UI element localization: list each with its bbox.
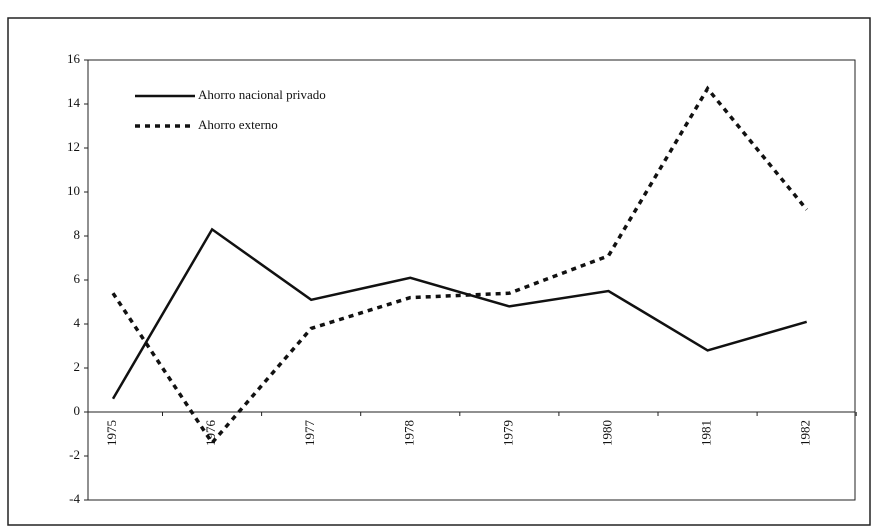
y-tick-label: -2 [69,447,80,462]
y-tick-label: 16 [67,51,81,66]
legend-label: Ahorro externo [198,117,278,132]
y-tick-label: 14 [67,95,81,110]
x-tick-label: 1975 [104,420,119,446]
x-tick-label: 1979 [500,420,515,446]
x-tick-label: 1976 [203,420,218,447]
x-tick-label: 1977 [302,420,317,447]
y-tick-label: 6 [74,271,81,286]
y-tick-label: 2 [74,359,81,374]
x-tick-label: 1981 [699,420,714,446]
y-tick-label: 0 [74,403,81,418]
outer-frame [7,17,871,526]
series-line [111,85,809,446]
x-tick-label: 1982 [798,420,813,446]
x-tick-label: 1978 [401,420,416,446]
y-tick-label: 12 [67,139,80,154]
y-tick-label: 4 [74,315,81,330]
legend-label: Ahorro nacional privado [198,87,326,102]
y-tick-label: -4 [69,491,80,506]
series-line [111,227,808,400]
y-tick-label: 10 [67,183,80,198]
x-tick-label: 1980 [599,420,614,446]
y-tick-label: 8 [74,227,81,242]
